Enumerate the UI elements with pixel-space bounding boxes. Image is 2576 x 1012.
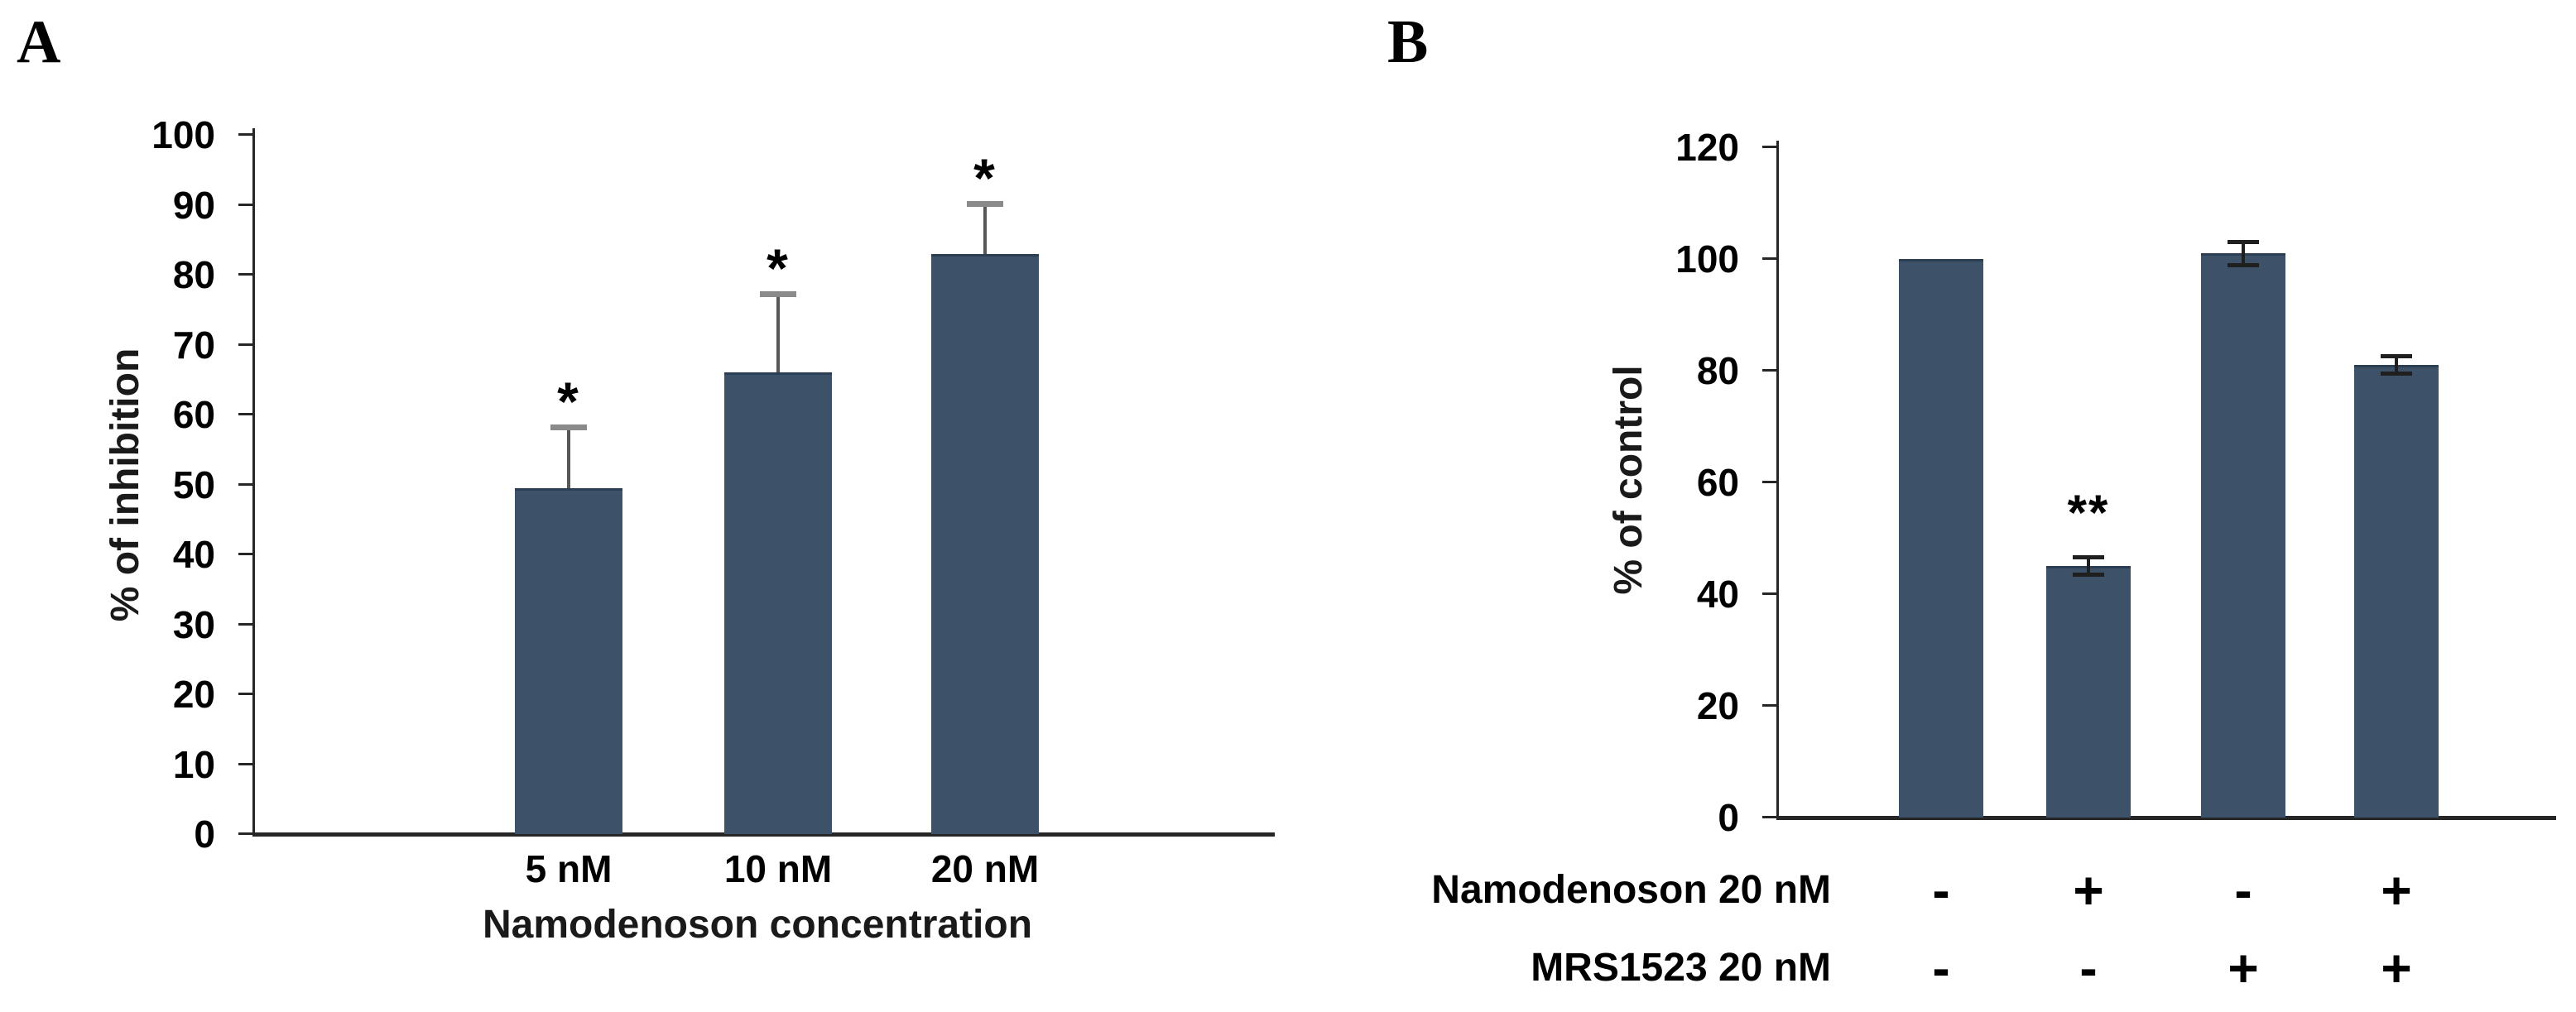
plus-sign: + xyxy=(2073,861,2104,920)
y-axis-line xyxy=(252,128,255,836)
x-axis-line xyxy=(252,832,1275,837)
minus-sign: - xyxy=(2079,938,2098,998)
bar xyxy=(1899,259,1983,818)
y-tick-label: 30 xyxy=(172,602,215,646)
error-bar-cap-top xyxy=(2228,239,2259,244)
error-bar-cap-top xyxy=(967,200,1003,207)
bar xyxy=(2046,566,2131,818)
error-bar-line xyxy=(776,295,780,373)
y-tick-label: 90 xyxy=(172,183,215,227)
y-tick-mark xyxy=(238,413,252,415)
y-tick-label: 10 xyxy=(172,742,215,786)
y-tick-mark xyxy=(238,133,252,136)
y-tick-label: 50 xyxy=(172,463,215,506)
y-tick-label: 60 xyxy=(1696,461,1739,504)
y-tick-mark xyxy=(238,482,252,486)
y-tick-mark xyxy=(1762,592,1776,595)
y-tick-mark xyxy=(1762,816,1776,818)
error-bar-cap-bottom xyxy=(2228,262,2259,267)
plus-sign: + xyxy=(2228,938,2259,998)
x-axis-line xyxy=(1776,816,2556,820)
error-bar-cap-top xyxy=(550,424,587,430)
y-tick-mark xyxy=(1762,369,1776,372)
error-bar-line xyxy=(2395,357,2398,374)
y-tick-label: 100 xyxy=(1675,237,1739,281)
significance-asterisk: * xyxy=(973,146,997,209)
y-tick-mark xyxy=(1762,146,1776,148)
error-bar-cap-top xyxy=(760,291,796,298)
bar xyxy=(931,253,1039,834)
y-tick-label: 100 xyxy=(151,113,215,156)
bar xyxy=(2354,365,2439,818)
x-axis-title-namodenoson-concentration: Namodenoson concentration xyxy=(482,903,1033,947)
error-bar-cap-top xyxy=(2381,354,2412,359)
y-tick-label: 60 xyxy=(172,393,215,436)
panel-b-label: B xyxy=(1387,8,1429,76)
plus-sign: + xyxy=(2381,861,2412,920)
error-bar-line xyxy=(983,204,987,254)
y-tick-label: 20 xyxy=(1696,684,1739,727)
y-tick-label: 40 xyxy=(1696,573,1739,616)
condition-row-label: MRS1523 20 nM xyxy=(1531,946,1831,990)
significance-asterisk: * xyxy=(557,370,580,432)
y-tick-label: 70 xyxy=(172,323,215,367)
panel-a-label: A xyxy=(17,8,61,76)
error-bar-cap-bottom xyxy=(2381,372,2412,377)
error-bar-line xyxy=(567,428,570,488)
y-tick-mark xyxy=(238,762,252,765)
bar xyxy=(724,372,832,834)
error-bar-line xyxy=(2242,242,2245,265)
error-bar-line xyxy=(2087,558,2090,575)
y-tick-mark xyxy=(1762,481,1776,483)
y-axis-line xyxy=(1776,141,1779,819)
significance-asterisk: * xyxy=(767,237,790,300)
error-bar-cap-bottom xyxy=(2073,573,2104,578)
y-tick-label: 80 xyxy=(172,253,215,296)
x-category-label: 20 nM xyxy=(930,847,1040,890)
y-tick-mark xyxy=(238,693,252,695)
y-tick-label: 120 xyxy=(1675,126,1739,169)
y-tick-mark xyxy=(238,343,252,346)
y-tick-mark xyxy=(1762,257,1776,260)
y-tick-mark xyxy=(1762,704,1776,707)
plus-sign: + xyxy=(2381,938,2412,998)
y-tick-label: 0 xyxy=(194,813,215,856)
x-category-label: 10 nM xyxy=(723,847,833,890)
minus-sign: - xyxy=(1932,861,1950,920)
bar xyxy=(515,487,622,834)
y-tick-mark xyxy=(238,553,252,555)
significance-asterisk: ** xyxy=(2067,485,2110,541)
minus-sign: - xyxy=(1932,938,1950,998)
condition-row-label: Namodenoson 20 nM xyxy=(1431,868,1831,912)
y-tick-label: 20 xyxy=(172,673,215,716)
y-tick-mark xyxy=(238,203,252,206)
y-tick-mark xyxy=(238,832,252,835)
y-tick-mark xyxy=(238,273,252,276)
error-bar-cap-top xyxy=(2073,555,2104,560)
y-tick-label: 0 xyxy=(1718,796,1739,839)
x-category-label: 5 nM xyxy=(525,847,613,890)
y-tick-label: 80 xyxy=(1696,349,1739,392)
bar xyxy=(2201,253,2285,818)
y-tick-label: 40 xyxy=(172,533,215,576)
minus-sign: - xyxy=(2234,861,2252,920)
y-tick-mark xyxy=(238,622,252,626)
